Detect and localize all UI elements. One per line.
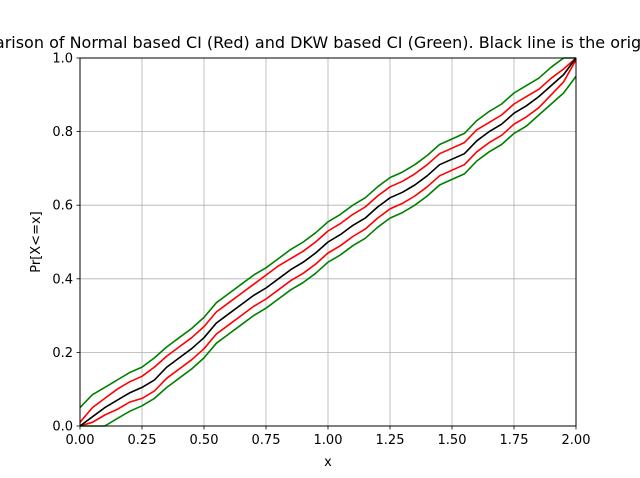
series-line-normal-ci-upper [79,57,577,423]
x-tick-label: 2.00 [562,433,591,448]
y-tick-label: 0.4 [52,272,73,287]
y-tick-label: 0.2 [52,346,73,361]
y-tick-label: 0.0 [52,420,73,435]
y-axis-label: Pr[X<=x] [29,211,44,272]
series-line-dkw-ci-lower [80,75,577,427]
y-tick-label: 1.0 [52,52,73,67]
series-line-dkw-ci-upper [79,57,576,409]
x-tick-label: 0.50 [190,433,219,448]
ticks: 0.00 0.25 0.50 0.75 1.00 1.25 1.50 1.75 2.00 0.0 0… [52,52,590,449]
x-tick-label: 1.75 [500,433,529,448]
x-tick-label: 1.25 [376,433,405,448]
x-tick-label: 1.50 [438,433,467,448]
y-tick-label: 0.6 [52,199,73,214]
x-tick-label: 0.25 [128,433,157,448]
x-tick-label: 0.00 [66,433,95,448]
series-group [79,57,577,427]
x-tick-label: 0.75 [252,433,281,448]
y-tick-label: 0.8 [52,125,73,140]
x-tick-label: 1.00 [314,433,343,448]
series-line-ecdf [79,57,577,427]
chart-title: Comparison of Normal based CI (Red) and … [0,33,640,52]
series-line-normal-ci-lower [79,59,577,427]
x-axis-label: x [324,455,332,470]
